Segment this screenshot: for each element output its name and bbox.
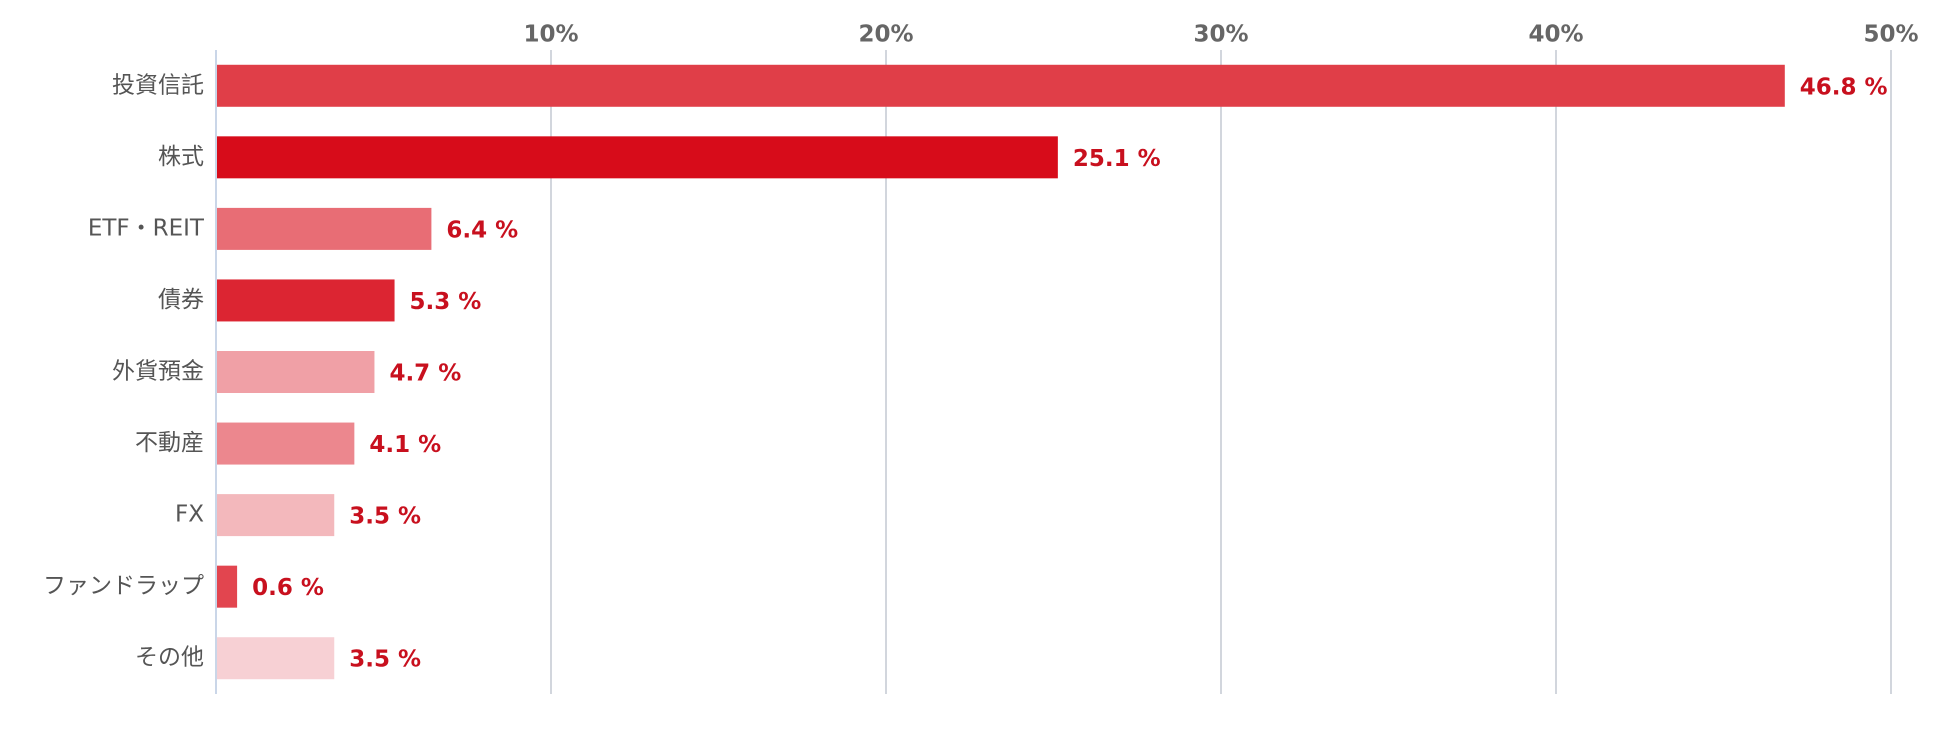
value-label: 5.3 % xyxy=(410,289,482,315)
y-tick-label: ETF・REIT xyxy=(88,215,205,241)
bar xyxy=(217,351,375,393)
bar xyxy=(217,494,335,537)
y-tick-label: 外貨預金 xyxy=(112,359,204,385)
bar xyxy=(217,136,1058,179)
bar xyxy=(217,207,432,250)
value-label: 0.6 % xyxy=(252,575,324,601)
value-label: 25.1 % xyxy=(1073,146,1161,172)
value-label: 6.4 % xyxy=(446,217,518,243)
bar xyxy=(217,422,355,465)
y-tick-label: ファンドラップ xyxy=(43,573,204,599)
y-tick-label: 投資信託 xyxy=(112,72,204,98)
y-tick-label: 不動産 xyxy=(135,430,204,456)
x-tick-label: 30% xyxy=(1193,22,1248,48)
value-label: 3.5 % xyxy=(349,504,421,530)
y-tick-label: FX xyxy=(175,502,204,528)
x-tick-label: 50% xyxy=(1863,22,1918,48)
bar xyxy=(217,64,1785,107)
y-tick-label: 債券 xyxy=(158,287,204,313)
bar xyxy=(217,279,395,322)
x-tick-label: 20% xyxy=(858,22,913,48)
value-label: 4.7 % xyxy=(389,361,461,387)
x-tick-label: 10% xyxy=(523,22,578,48)
x-tick-label: 40% xyxy=(1528,22,1583,48)
y-tick-label: その他 xyxy=(135,645,204,671)
value-label: 4.1 % xyxy=(369,432,441,458)
bar xyxy=(217,565,238,608)
y-tick-label: 株式 xyxy=(158,144,204,170)
value-label: 46.8 % xyxy=(1800,74,1888,100)
value-label: 3.5 % xyxy=(349,647,421,673)
bar xyxy=(217,637,335,680)
